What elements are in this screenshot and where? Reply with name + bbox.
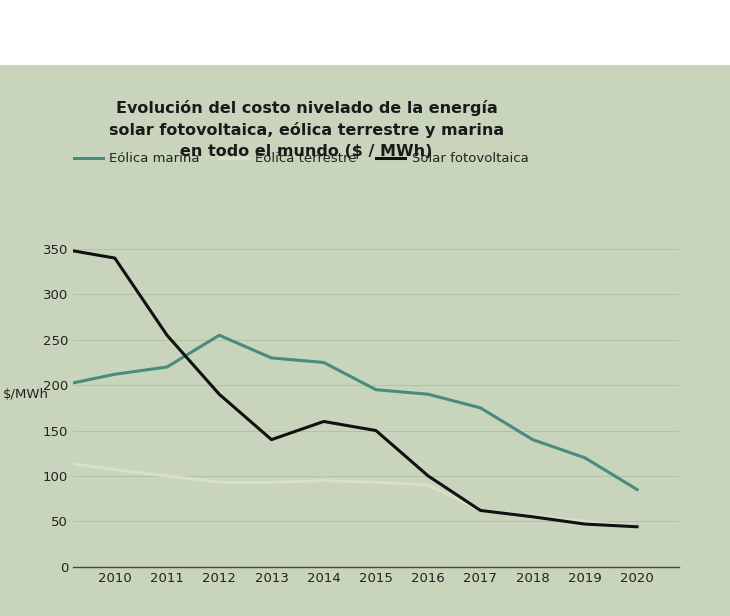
Eólica marina — [372, 386, 380, 394]
Eólica marina — [110, 371, 119, 378]
Eólica marina — [267, 354, 276, 362]
Eólica marina — [215, 331, 223, 339]
Legend: Eólica marina, Eólica terrestre, Solar fotovoltaica: Eólica marina, Eólica terrestre, Solar f… — [74, 153, 529, 166]
Solar fotovoltaica — [633, 523, 642, 530]
Text: Evolución del costo nivelado de la energía
solar fotovoltaica, eólica terrestre : Evolución del costo nivelado de la energ… — [109, 100, 504, 159]
Solar fotovoltaica — [58, 245, 67, 253]
Solar fotovoltaica — [110, 254, 119, 262]
Eólica marina — [163, 363, 172, 371]
Line: Eólica marina: Eólica marina — [63, 335, 637, 490]
Solar fotovoltaica — [476, 507, 485, 514]
Eólica marina — [476, 404, 485, 411]
Eólica terrestre — [110, 466, 119, 473]
Eólica marina — [580, 454, 589, 461]
Eólica terrestre — [215, 479, 223, 486]
Eólica terrestre — [319, 477, 328, 484]
Line: Eólica terrestre: Eólica terrestre — [63, 463, 637, 527]
Eólica marina — [319, 359, 328, 366]
Solar fotovoltaica — [529, 513, 537, 521]
Solar fotovoltaica — [424, 472, 433, 480]
Eólica marina — [58, 381, 67, 389]
Eólica marina — [529, 436, 537, 444]
Eólica terrestre — [476, 507, 485, 514]
Solar fotovoltaica — [163, 331, 172, 339]
Eólica marina — [633, 486, 642, 493]
Solar fotovoltaica — [372, 427, 380, 434]
Solar fotovoltaica — [580, 521, 589, 528]
Eólica terrestre — [529, 512, 537, 519]
Eólica terrestre — [163, 472, 172, 480]
Solar fotovoltaica — [267, 436, 276, 444]
Solar fotovoltaica — [215, 391, 223, 398]
Line: Solar fotovoltaica: Solar fotovoltaica — [63, 249, 637, 527]
Eólica terrestre — [580, 517, 589, 525]
Eólica terrestre — [424, 481, 433, 488]
Text: $/MWh: $/MWh — [2, 387, 49, 401]
Eólica terrestre — [372, 479, 380, 486]
Eólica terrestre — [58, 459, 67, 466]
Eólica marina — [424, 391, 433, 398]
Eólica terrestre — [267, 479, 276, 486]
Eólica terrestre — [633, 523, 642, 530]
Solar fotovoltaica — [319, 418, 328, 425]
